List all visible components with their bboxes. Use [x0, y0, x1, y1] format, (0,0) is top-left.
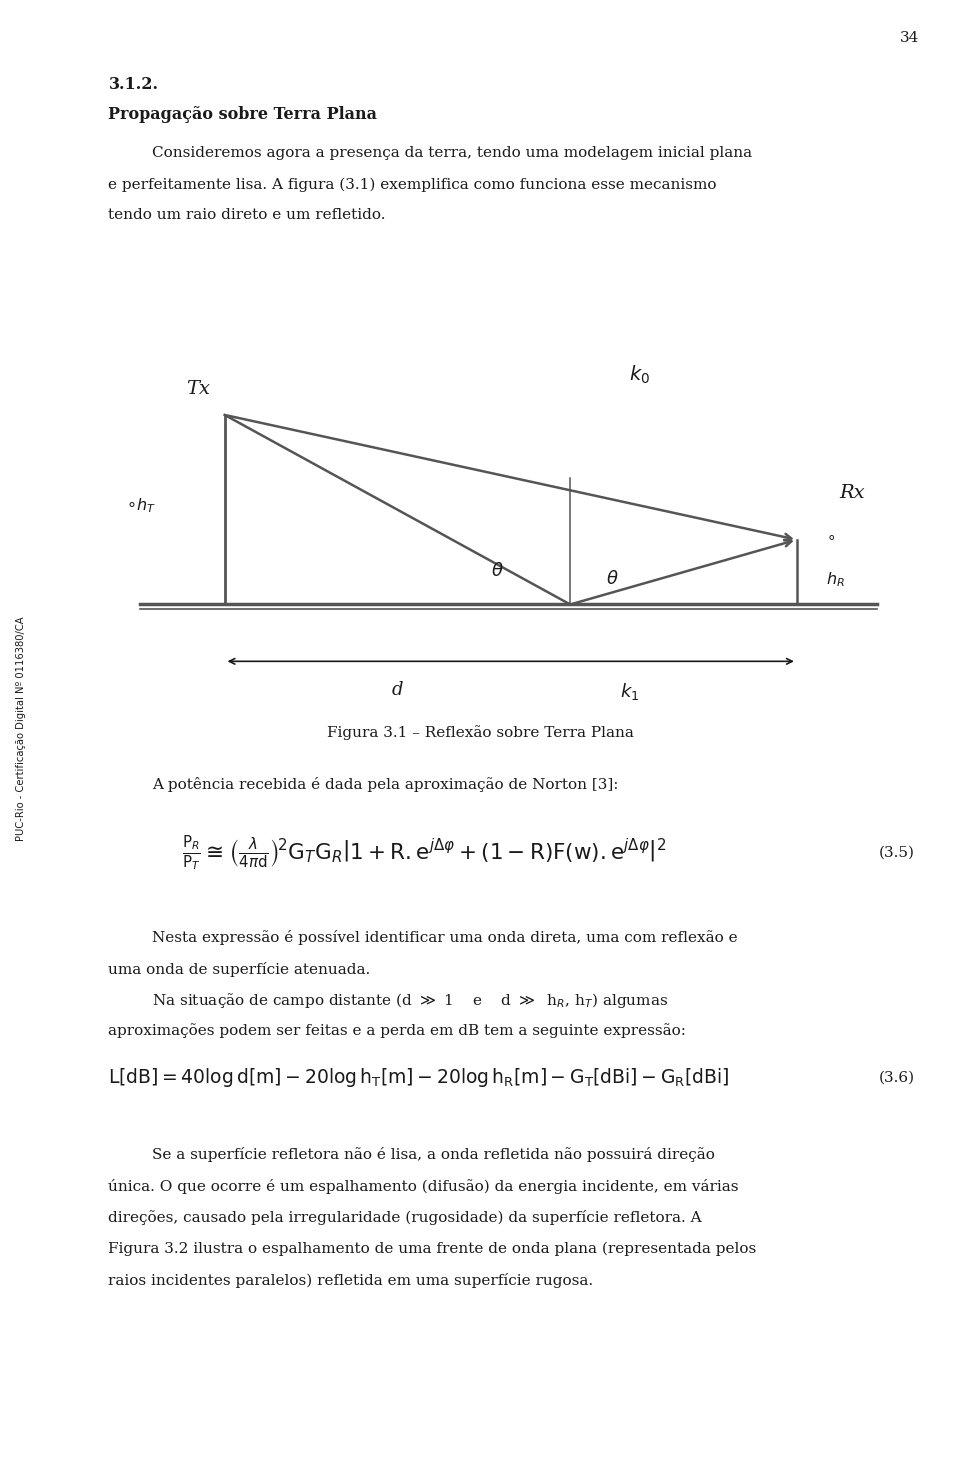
Text: $k_0$: $k_0$ [629, 363, 650, 386]
Text: $\theta$: $\theta$ [606, 570, 619, 588]
Text: PUC-Rio - Certificação Digital Nº 0116380/CA: PUC-Rio - Certificação Digital Nº 011638… [16, 617, 26, 841]
Text: $\circ h_T$: $\circ h_T$ [126, 497, 156, 515]
Text: A potência recebida é dada pela aproximação de Norton [3]:: A potência recebida é dada pela aproxima… [152, 777, 618, 792]
Text: tendo um raio direto e um refletido.: tendo um raio direto e um refletido. [108, 208, 386, 223]
Text: 34: 34 [900, 31, 920, 45]
Text: Figura 3.2 ilustra o espalhamento de uma frente de onda plana (representada pelo: Figura 3.2 ilustra o espalhamento de uma… [108, 1242, 756, 1255]
Text: 3.1.2.: 3.1.2. [108, 76, 158, 93]
Text: $\theta$: $\theta$ [491, 563, 504, 580]
Text: $\frac{\mathrm{P}_R}{\mathrm{P}_T} \cong \left(\frac{\lambda}{4\pi\mathrm{d}}\ri: $\frac{\mathrm{P}_R}{\mathrm{P}_T} \cong… [182, 833, 667, 873]
Text: $h_R$: $h_R$ [826, 570, 845, 589]
Text: Consideremos agora a presença da terra, tendo uma modelagem inicial plana: Consideremos agora a presença da terra, … [152, 146, 752, 160]
Text: (3.5): (3.5) [879, 846, 915, 860]
Text: Propagação sobre Terra Plana: Propagação sobre Terra Plana [108, 106, 377, 124]
Text: direções, causado pela irregularidade (rugosidade) da superfície refletora. A: direções, causado pela irregularidade (r… [108, 1210, 702, 1225]
Text: raios incidentes paralelos) refletida em uma superfície rugosa.: raios incidentes paralelos) refletida em… [108, 1273, 593, 1287]
Text: $\mathrm{L[dB]=40\log d[m]-20\log h_T[m]-20\log h_R[m]-G_T[dBi]-G_R[dBi]}$: $\mathrm{L[dB]=40\log d[m]-20\log h_T[m]… [108, 1066, 731, 1089]
Text: d: d [392, 681, 403, 698]
Text: Na situação de campo distante (d $\gg$ 1    e    d $\gg$  h$_R$, h$_T$) algumas: Na situação de campo distante (d $\gg$ 1… [152, 991, 668, 1010]
Text: Nesta expressão é possível identificar uma onda direta, uma com reflexão e: Nesta expressão é possível identificar u… [152, 930, 737, 945]
Text: Tx: Tx [186, 379, 210, 398]
Text: Se a superfície refletora não é lisa, a onda refletida não possuirá direção: Se a superfície refletora não é lisa, a … [152, 1147, 714, 1162]
Text: $\circ$: $\circ$ [826, 529, 835, 542]
Text: e perfeitamente lisa. A figura (3.1) exemplifica como funciona esse mecanismo: e perfeitamente lisa. A figura (3.1) exe… [108, 178, 717, 191]
Text: Rx: Rx [839, 484, 865, 502]
Text: única. O que ocorre é um espalhamento (difusão) da energia incidente, em várias: única. O que ocorre é um espalhamento (d… [108, 1178, 739, 1194]
Text: uma onda de superfície atenuada.: uma onda de superfície atenuada. [108, 962, 371, 977]
Text: (3.6): (3.6) [878, 1070, 915, 1085]
Text: aproximações podem ser feitas e a perda em dB tem a seguinte expressão:: aproximações podem ser feitas e a perda … [108, 1024, 686, 1038]
Text: Figura 3.1 – Reflexão sobre Terra Plana: Figura 3.1 – Reflexão sobre Terra Plana [326, 725, 634, 739]
Text: $k_1$: $k_1$ [620, 681, 639, 703]
